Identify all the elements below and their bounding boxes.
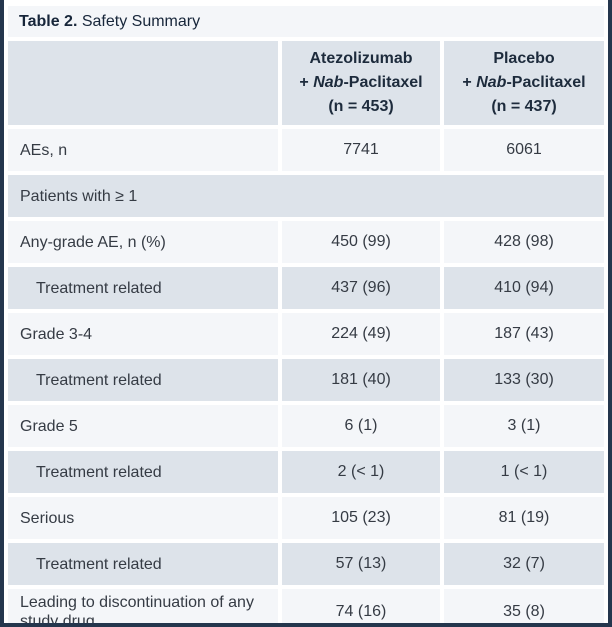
table-row: Treatment related 181 (40) 133 (30) [8, 359, 604, 401]
column-header-line: Placebo [452, 47, 596, 71]
table-row: Treatment related 57 (13) 32 (7) [8, 543, 604, 585]
row-value: 7741 [282, 129, 440, 171]
column-header-row: Atezolizumab + Nab-Paclitaxel (n = 453) Pl… [8, 41, 604, 125]
row-value: 6 (1) [282, 405, 440, 447]
label-part: + [462, 74, 477, 91]
row-label: Grade 3-4 [8, 313, 278, 355]
label-part: -Paclitaxel [506, 74, 586, 91]
label-part-italic: Nab [313, 74, 344, 91]
label-part: Treatment related [36, 463, 162, 481]
label-part: Leading to discontinuation of any study … [20, 594, 254, 627]
column-header-line: Atezolizumab [290, 47, 432, 71]
label-part: Grade 3-4 [20, 325, 93, 343]
table-row: Serious 105 (23) 81 (19) [8, 497, 604, 539]
row-value: 133 (30) [444, 359, 604, 401]
column-header-placebo: Placebo + Nab-Paclitaxel (n = 437) [444, 41, 604, 125]
row-label: Treatment related [8, 451, 278, 493]
table-row: Grade 5 6 (1) 3 (1) [8, 405, 604, 447]
label-part: Treatment related [36, 279, 162, 297]
row-value: 428 (98) [444, 221, 604, 263]
label-part: Treatment related [36, 371, 162, 389]
row-label: Treatment related [8, 543, 278, 585]
row-value: 1 (< 1) [444, 451, 604, 493]
label-part: Any-grade AE, n (%) [20, 233, 166, 251]
row-value: 32 (7) [444, 543, 604, 585]
table-2: Table 2. Safety Summary Atezolizumab + Na… [4, 2, 608, 627]
table-row: Grade 3-4 224 (49) 187 (43) [8, 313, 604, 355]
row-label: Grade 5 [8, 405, 278, 447]
label-part: Placebo [493, 50, 555, 67]
label-part: Atezolizumab [309, 50, 413, 67]
label-part-italic: Nab [476, 74, 507, 91]
row-label: Treatment related [8, 359, 278, 401]
section-row: Patients with ≥ 1 [8, 175, 604, 217]
column-header-line: + Nab-Paclitaxel [290, 71, 432, 95]
table-row: Leading to discontinuation of any study … [8, 589, 604, 627]
row-value: 2 (< 1) [282, 451, 440, 493]
table-row: Treatment related 2 (< 1) 1 (< 1) [8, 451, 604, 493]
column-header-line: + Nab-Paclitaxel [452, 71, 596, 95]
title-row: Table 2. Safety Summary [8, 6, 604, 37]
row-value: 105 (23) [282, 497, 440, 539]
table-title-text: Safety Summary [77, 12, 201, 30]
label-part: -Paclitaxel [343, 74, 423, 91]
label-part: Serious [20, 509, 75, 527]
row-value: 57 (13) [282, 543, 440, 585]
row-label: Leading to discontinuation of any study … [8, 589, 278, 627]
section-label: Patients with ≥ 1 [8, 175, 604, 217]
table-body: AEs, n 7741 6061 Patients with ≥ 1 Any-grade… [8, 129, 604, 627]
column-header-atezolizumab: Atezolizumab + Nab-Paclitaxel (n = 453) [282, 41, 440, 125]
row-value: 187 (43) [444, 313, 604, 355]
table-row: AEs, n 7741 6061 [8, 129, 604, 171]
label-part: AEs, n [20, 141, 68, 159]
row-value: 6061 [444, 129, 604, 171]
table-head-section: Table 2. Safety Summary Atezolizumab + Na… [8, 6, 604, 125]
label-part: Grade 5 [20, 417, 78, 435]
label-part: (n = 453) [328, 98, 394, 115]
column-header-line: (n = 453) [290, 95, 432, 119]
row-label: Treatment related [8, 267, 278, 309]
row-label: Any-grade AE, n (%) [8, 221, 278, 263]
row-value: 224 (49) [282, 313, 440, 355]
label-part: Patients with ≥ 1 [20, 187, 138, 205]
row-label: AEs, n [8, 129, 278, 171]
row-value: 74 (16) [282, 589, 440, 623]
row-value: 35 (8) [444, 589, 604, 623]
header-empty-cell [8, 41, 278, 125]
row-value: 81 (19) [444, 497, 604, 539]
row-value: 410 (94) [444, 267, 604, 309]
row-value: 437 (96) [282, 267, 440, 309]
row-label: Serious [8, 497, 278, 539]
table-title-number: Table 2. [19, 12, 78, 30]
table-title: Table 2. Safety Summary [8, 6, 604, 37]
label-part: Treatment related [36, 555, 162, 573]
table-row: Treatment related 437 (96) 410 (94) [8, 267, 604, 309]
label-part: + [299, 74, 314, 91]
column-header-line: (n = 437) [452, 95, 596, 119]
row-value: 181 (40) [282, 359, 440, 401]
table-row: Any-grade AE, n (%) 450 (99) 428 (98) [8, 221, 604, 263]
label-part: (n = 437) [491, 98, 557, 115]
row-value: 3 (1) [444, 405, 604, 447]
row-value: 450 (99) [282, 221, 440, 263]
